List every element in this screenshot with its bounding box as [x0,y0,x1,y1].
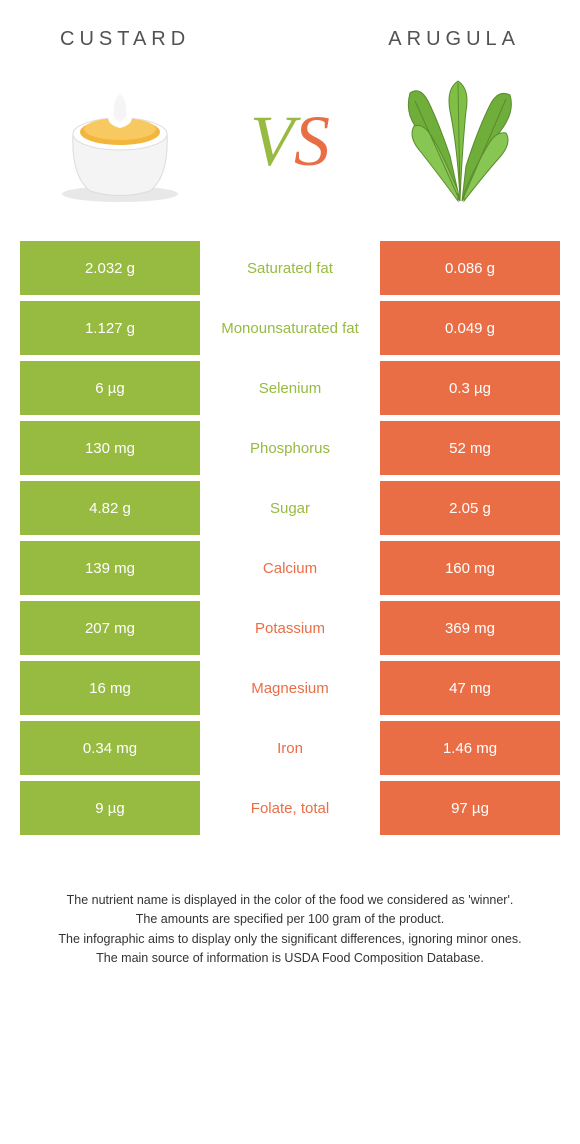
title-right: Arugula [388,28,520,51]
value-left: 6 µg [20,361,200,415]
value-left: 139 mg [20,541,200,595]
nutrient-label: Potassium [200,601,380,655]
value-right: 369 mg [380,601,560,655]
vs-v: V [250,101,294,181]
custard-image [40,71,200,211]
nutrient-label: Magnesium [200,661,380,715]
footnote-line: The nutrient name is displayed in the co… [30,891,550,910]
footnotes: The nutrient name is displayed in the co… [0,841,580,989]
nutrient-label: Folate, total [200,781,380,835]
table-row: 1.127 gMonounsaturated fat0.049 g [20,301,560,355]
nutrient-table: 2.032 gSaturated fat0.086 g 1.127 gMonoun… [0,241,580,835]
nutrient-label: Phosphorus [200,421,380,475]
value-right: 97 µg [380,781,560,835]
footnote-line: The amounts are specified per 100 gram o… [30,910,550,929]
title-left: Custard [60,28,190,51]
value-right: 1.46 mg [380,721,560,775]
value-left: 207 mg [20,601,200,655]
value-left: 2.032 g [20,241,200,295]
value-right: 52 mg [380,421,560,475]
nutrient-label: Selenium [200,361,380,415]
value-right: 0.086 g [380,241,560,295]
nutrient-label: Saturated fat [200,241,380,295]
value-right: 0.3 µg [380,361,560,415]
footnote-line: The main source of information is USDA F… [30,949,550,968]
vs-s: S [294,101,330,181]
table-row: 139 mgCalcium160 mg [20,541,560,595]
table-row: 9 µgFolate, total97 µg [20,781,560,835]
value-left: 16 mg [20,661,200,715]
value-left: 1.127 g [20,301,200,355]
arugula-image [380,71,540,211]
nutrient-label: Calcium [200,541,380,595]
table-row: 4.82 gSugar2.05 g [20,481,560,535]
value-right: 0.049 g [380,301,560,355]
table-row: 207 mgPotassium369 mg [20,601,560,655]
table-row: 2.032 gSaturated fat0.086 g [20,241,560,295]
nutrient-label: Sugar [200,481,380,535]
table-row: 130 mgPhosphorus52 mg [20,421,560,475]
value-right: 47 mg [380,661,560,715]
value-left: 9 µg [20,781,200,835]
table-row: 6 µgSelenium0.3 µg [20,361,560,415]
infographic-root: Custard Arugula VS [0,0,580,989]
nutrient-label: Monounsaturated fat [200,301,380,355]
header: Custard Arugula [0,0,580,61]
table-row: 16 mgMagnesium47 mg [20,661,560,715]
footnote-line: The infographic aims to display only the… [30,930,550,949]
table-row: 0.34 mgIron1.46 mg [20,721,560,775]
value-left: 0.34 mg [20,721,200,775]
vs-label: VS [250,100,330,183]
value-right: 2.05 g [380,481,560,535]
value-left: 4.82 g [20,481,200,535]
hero-row: VS [0,61,580,241]
nutrient-label: Iron [200,721,380,775]
value-right: 160 mg [380,541,560,595]
value-left: 130 mg [20,421,200,475]
